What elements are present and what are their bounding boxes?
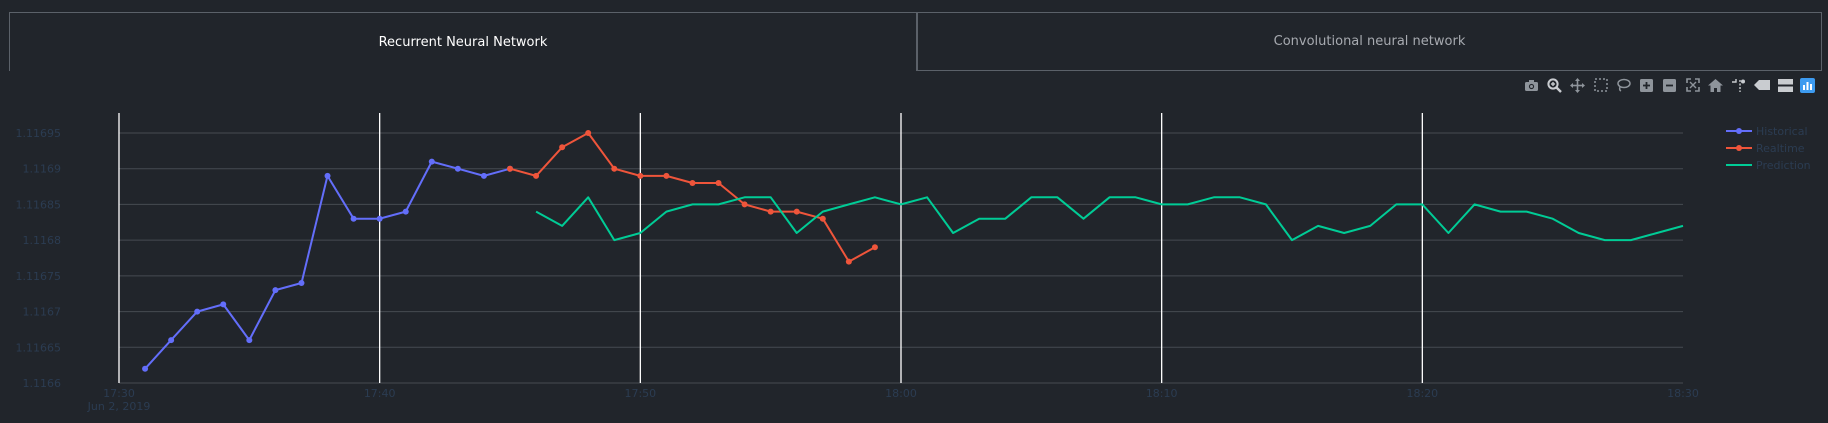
y-tick-label: 1.11675 [16, 270, 62, 283]
data-point-historical [246, 337, 253, 344]
tab-label: Recurrent Neural Network [378, 34, 548, 50]
data-point-realtime [845, 258, 852, 265]
data-point-realtime [637, 172, 644, 179]
x-tick-label: 17:40 [364, 387, 396, 400]
y-tick-label: 1.1167 [23, 306, 62, 319]
chart-modebar [1523, 76, 1816, 94]
data-point-realtime [741, 201, 748, 208]
y-tick-label: 1.1169 [23, 163, 62, 176]
y-tick-label: 1.11695 [16, 127, 62, 140]
data-point-realtime [663, 172, 670, 179]
x-tick-label: 18:20 [1406, 387, 1438, 400]
tab-bar: Recurrent Neural Network Convolutional n… [9, 12, 1822, 71]
data-point-realtime [533, 172, 540, 179]
hover-compare-icon[interactable] [1776, 77, 1793, 94]
series-line-prediction [535, 196, 1684, 242]
zoom-out-icon[interactable] [1661, 77, 1678, 94]
data-point-realtime [611, 165, 618, 172]
reset-axes-icon[interactable] [1707, 77, 1724, 94]
data-point-historical [324, 172, 331, 179]
data-point-realtime [767, 208, 774, 215]
data-point-historical [168, 337, 175, 344]
legend-marker [1736, 145, 1742, 151]
data-point-historical [272, 287, 279, 294]
x-tick-label: 18:10 [1146, 387, 1178, 400]
zoom-icon[interactable] [1546, 77, 1563, 94]
legend-label: Realtime [1756, 142, 1805, 155]
data-point-realtime [871, 244, 878, 251]
data-point-realtime [689, 180, 696, 186]
data-point-historical [194, 308, 201, 315]
tab-convolutional-neural-network[interactable]: Convolutional neural network [917, 12, 1822, 71]
legend-label: Historical [1756, 125, 1808, 138]
series-line-historical [144, 160, 511, 370]
data-point-realtime [507, 165, 513, 172]
data-point-realtime [585, 130, 592, 136]
lasso-select-icon[interactable] [1615, 77, 1632, 94]
data-point-realtime [793, 208, 800, 215]
x-tick-label: 18:00 [885, 387, 917, 400]
data-point-historical [298, 280, 305, 286]
y-tick-label: 1.1166 [23, 377, 62, 390]
tab-recurrent-neural-network[interactable]: Recurrent Neural Network [9, 12, 917, 71]
legend-label: Prediction [1756, 159, 1811, 172]
data-point-historical [376, 215, 383, 222]
data-point-historical [480, 172, 487, 179]
data-point-historical [142, 365, 149, 372]
x-date-label: Jun 2, 2019 [87, 400, 151, 413]
tab-label: Convolutional neural network [1273, 34, 1466, 49]
zoom-in-icon[interactable] [1638, 77, 1655, 94]
plotly-logo-icon[interactable] [1799, 77, 1816, 94]
camera-icon[interactable] [1523, 77, 1540, 94]
x-tick-label: 17:30 [103, 387, 135, 400]
y-tick-label: 1.11665 [16, 341, 62, 354]
hover-closest-icon[interactable] [1753, 77, 1770, 94]
data-point-historical [454, 165, 461, 172]
pan-icon[interactable] [1569, 77, 1586, 94]
line-chart[interactable]: 1.1166 1.11665 1.1167 1.11675 1.1168 1.11685 1… [0, 95, 1828, 415]
spike-lines-icon[interactable] [1730, 77, 1747, 94]
data-point-realtime [819, 215, 826, 222]
data-point-realtime [559, 144, 566, 151]
data-point-historical [428, 158, 435, 165]
x-tick-label: 18:30 [1667, 387, 1699, 400]
y-tick-label: 1.1168 [23, 234, 62, 247]
data-point-historical [350, 215, 357, 222]
legend-marker [1736, 128, 1742, 134]
y-tick-label: 1.11685 [16, 198, 62, 211]
box-select-icon[interactable] [1592, 77, 1609, 94]
series-line-realtime [509, 132, 876, 263]
data-point-historical [220, 301, 227, 308]
autoscale-icon[interactable] [1684, 77, 1701, 94]
data-point-historical [402, 208, 409, 215]
data-point-realtime [715, 180, 722, 186]
x-tick-label: 17:50 [624, 387, 656, 400]
